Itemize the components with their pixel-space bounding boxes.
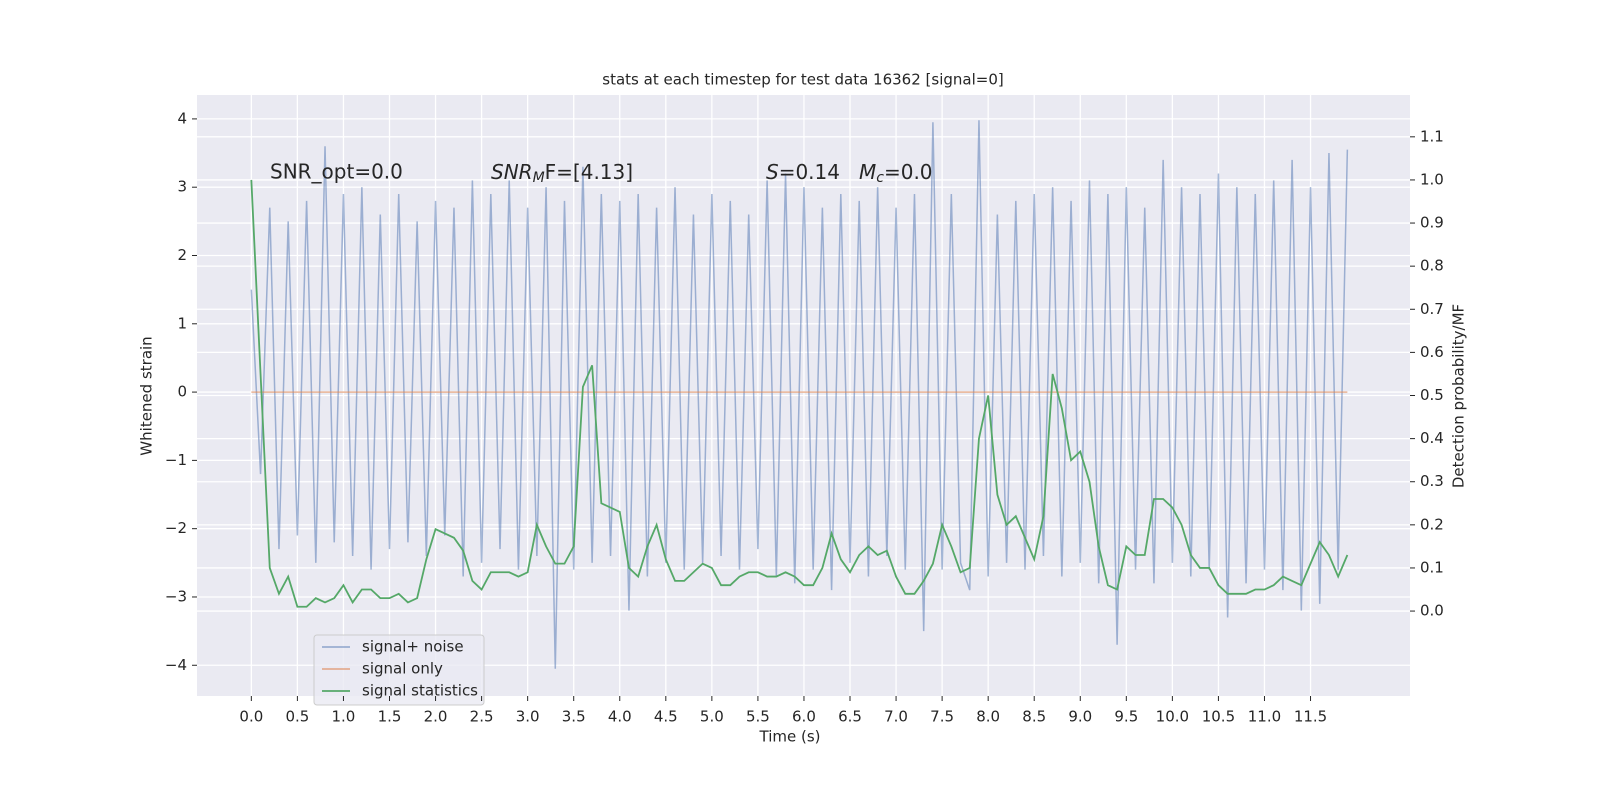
x-tick-label: 9.0 bbox=[1068, 708, 1092, 726]
y2-tick-label: 1.1 bbox=[1420, 127, 1444, 145]
annotation: SNR_opt=0.0 bbox=[270, 160, 403, 184]
x-tick-label: 2.5 bbox=[470, 708, 494, 726]
y-tick-label: 2 bbox=[177, 246, 187, 264]
y-tick-label: 0 bbox=[177, 383, 187, 401]
x-tick-label: 6.0 bbox=[792, 708, 816, 726]
y2-tick-label: 0.4 bbox=[1420, 429, 1444, 447]
x-tick-label: 9.5 bbox=[1114, 708, 1138, 726]
legend-label: signal+ noise bbox=[362, 638, 464, 656]
x-tick-label: 2.0 bbox=[424, 708, 448, 726]
x-tick-label: 1.0 bbox=[332, 708, 356, 726]
marks bbox=[250, 120, 1349, 669]
x-tick-label: 6.5 bbox=[838, 708, 862, 726]
annotation-part: M bbox=[533, 170, 545, 186]
chart-title: stats at each timestep for test data 163… bbox=[602, 71, 1003, 89]
x-tick-label: 3.5 bbox=[562, 708, 586, 726]
y2-tick-label: 0.0 bbox=[1420, 602, 1444, 620]
x-tick-label: 5.5 bbox=[746, 708, 770, 726]
x-tick-label: 8.0 bbox=[976, 708, 1000, 726]
y2-tick-label: 0.2 bbox=[1420, 515, 1444, 533]
y2-tick-label: 0.6 bbox=[1420, 343, 1444, 361]
x-tick-label: 0.5 bbox=[285, 708, 309, 726]
y-tick-label: 1 bbox=[177, 314, 187, 332]
annotation: SNRMF=[4.13] bbox=[491, 160, 633, 187]
y2-tick-label: 0.8 bbox=[1420, 257, 1444, 275]
series-line bbox=[250, 120, 1349, 669]
annotation: Mc=0.0 bbox=[859, 160, 933, 187]
y-axis-label: Whitened strain bbox=[138, 336, 156, 455]
annotation-part: F=[4.13] bbox=[545, 160, 633, 184]
x-tick-label: 8.5 bbox=[1022, 708, 1046, 726]
x-tick-label: 3.0 bbox=[516, 708, 540, 726]
y-tick-label: 4 bbox=[177, 109, 187, 127]
x-tick-label: 0.0 bbox=[239, 708, 263, 726]
x-tick-label: 10.5 bbox=[1202, 708, 1235, 726]
annotation: S=0.14 bbox=[766, 160, 840, 184]
y2-tick-label: 0.1 bbox=[1420, 558, 1444, 576]
y-tick-label: −3 bbox=[165, 587, 187, 605]
y-tick-label: −1 bbox=[165, 451, 187, 469]
x-tick-label: 5.0 bbox=[700, 708, 724, 726]
x-tick-label: 7.5 bbox=[930, 708, 954, 726]
x-tick-label: 4.0 bbox=[608, 708, 632, 726]
x-tick-label: 11.0 bbox=[1248, 708, 1281, 726]
y-tick-label: 3 bbox=[177, 178, 187, 196]
x-axis-label: Time (s) bbox=[759, 728, 821, 746]
y-tick-label: −2 bbox=[165, 519, 187, 537]
y2-tick-label: 0.3 bbox=[1420, 472, 1444, 490]
annotation-part: =0.0 bbox=[884, 160, 933, 184]
legend-label: signal only bbox=[362, 660, 443, 678]
x-tick-label: 10.0 bbox=[1156, 708, 1189, 726]
x-tick-label: 4.5 bbox=[654, 708, 678, 726]
annotation-part: c bbox=[876, 170, 884, 186]
annotation-part: M bbox=[859, 160, 876, 184]
legend: signal+ noise signal only signal statistic… bbox=[322, 638, 478, 700]
series-line bbox=[250, 179, 1349, 608]
annotation-part: =0.14 bbox=[779, 160, 840, 184]
x-tick-label: 1.5 bbox=[378, 708, 402, 726]
x-tick-label: 11.5 bbox=[1294, 708, 1327, 726]
annotation-part: SNR bbox=[491, 160, 533, 184]
y2-tick-label: 0.9 bbox=[1420, 214, 1444, 232]
legend-label: signal statistics bbox=[362, 682, 478, 700]
y2-tick-label: 1.0 bbox=[1420, 170, 1444, 188]
annotation-part: S bbox=[766, 160, 779, 184]
y2-tick-label: 0.5 bbox=[1420, 386, 1444, 404]
y2-axis-label: Detection probability/MF bbox=[1450, 304, 1468, 488]
x-tick-label: 7.0 bbox=[884, 708, 908, 726]
y-tick-label: −4 bbox=[165, 656, 187, 674]
legend-box bbox=[313, 634, 485, 706]
y2-tick-label: 0.7 bbox=[1420, 300, 1444, 318]
